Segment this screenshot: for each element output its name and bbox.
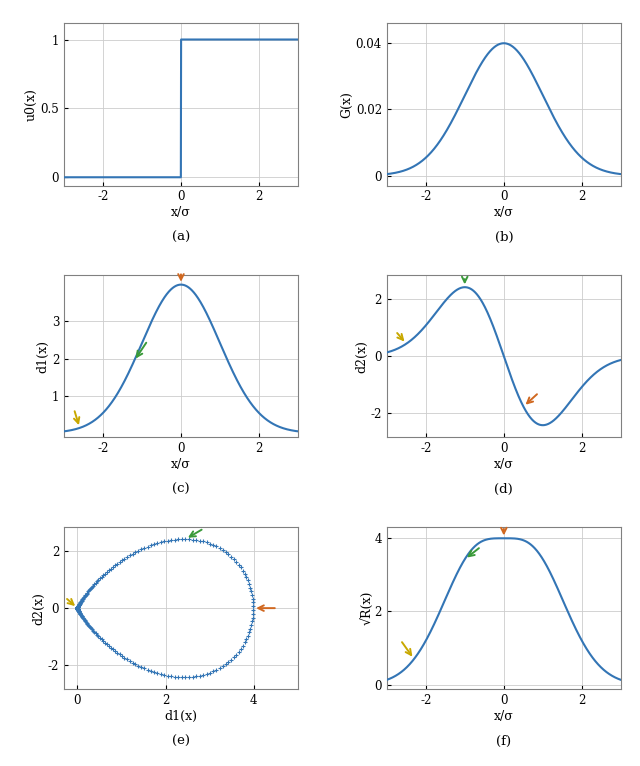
- X-axis label: x/σ: x/σ: [171, 206, 191, 219]
- Y-axis label: d1(x): d1(x): [36, 339, 49, 373]
- Text: (a): (a): [172, 231, 190, 244]
- X-axis label: x/σ: x/σ: [494, 206, 514, 219]
- Text: (e): (e): [172, 735, 190, 748]
- X-axis label: x/σ: x/σ: [494, 458, 514, 471]
- Y-axis label: √R(x): √R(x): [360, 591, 373, 625]
- Text: (b): (b): [495, 231, 513, 244]
- Y-axis label: d2(x): d2(x): [355, 340, 368, 372]
- Text: (d): (d): [495, 483, 513, 496]
- Text: (c): (c): [172, 483, 190, 496]
- X-axis label: x/σ: x/σ: [494, 710, 514, 723]
- Y-axis label: d2(x): d2(x): [32, 591, 45, 624]
- Y-axis label: G(x): G(x): [340, 91, 353, 118]
- X-axis label: x/σ: x/σ: [171, 458, 191, 471]
- Y-axis label: u0(x): u0(x): [24, 88, 38, 121]
- X-axis label: d1(x): d1(x): [164, 710, 198, 723]
- Text: (f): (f): [496, 735, 511, 748]
